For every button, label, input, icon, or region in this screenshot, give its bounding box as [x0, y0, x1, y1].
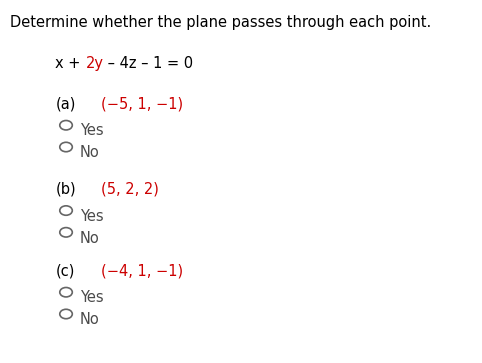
Text: No: No	[80, 145, 99, 160]
Text: (5, 2, 2): (5, 2, 2)	[101, 182, 159, 196]
Text: No: No	[80, 231, 99, 245]
Text: No: No	[80, 312, 99, 327]
Text: x +: x +	[55, 56, 85, 71]
Text: 2y: 2y	[85, 56, 104, 71]
Text: – 4z – 1 = 0: – 4z – 1 = 0	[104, 56, 194, 71]
Text: Yes: Yes	[80, 123, 103, 138]
Text: (−4, 1, −1): (−4, 1, −1)	[101, 263, 183, 278]
Text: (a): (a)	[55, 96, 76, 111]
Text: Yes: Yes	[80, 290, 103, 305]
Text: (−5, 1, −1): (−5, 1, −1)	[101, 96, 183, 111]
Text: Yes: Yes	[80, 209, 103, 224]
Text: (b): (b)	[55, 182, 76, 196]
Text: Determine whether the plane passes through each point.: Determine whether the plane passes throu…	[10, 15, 431, 29]
Text: (c): (c)	[55, 263, 75, 278]
